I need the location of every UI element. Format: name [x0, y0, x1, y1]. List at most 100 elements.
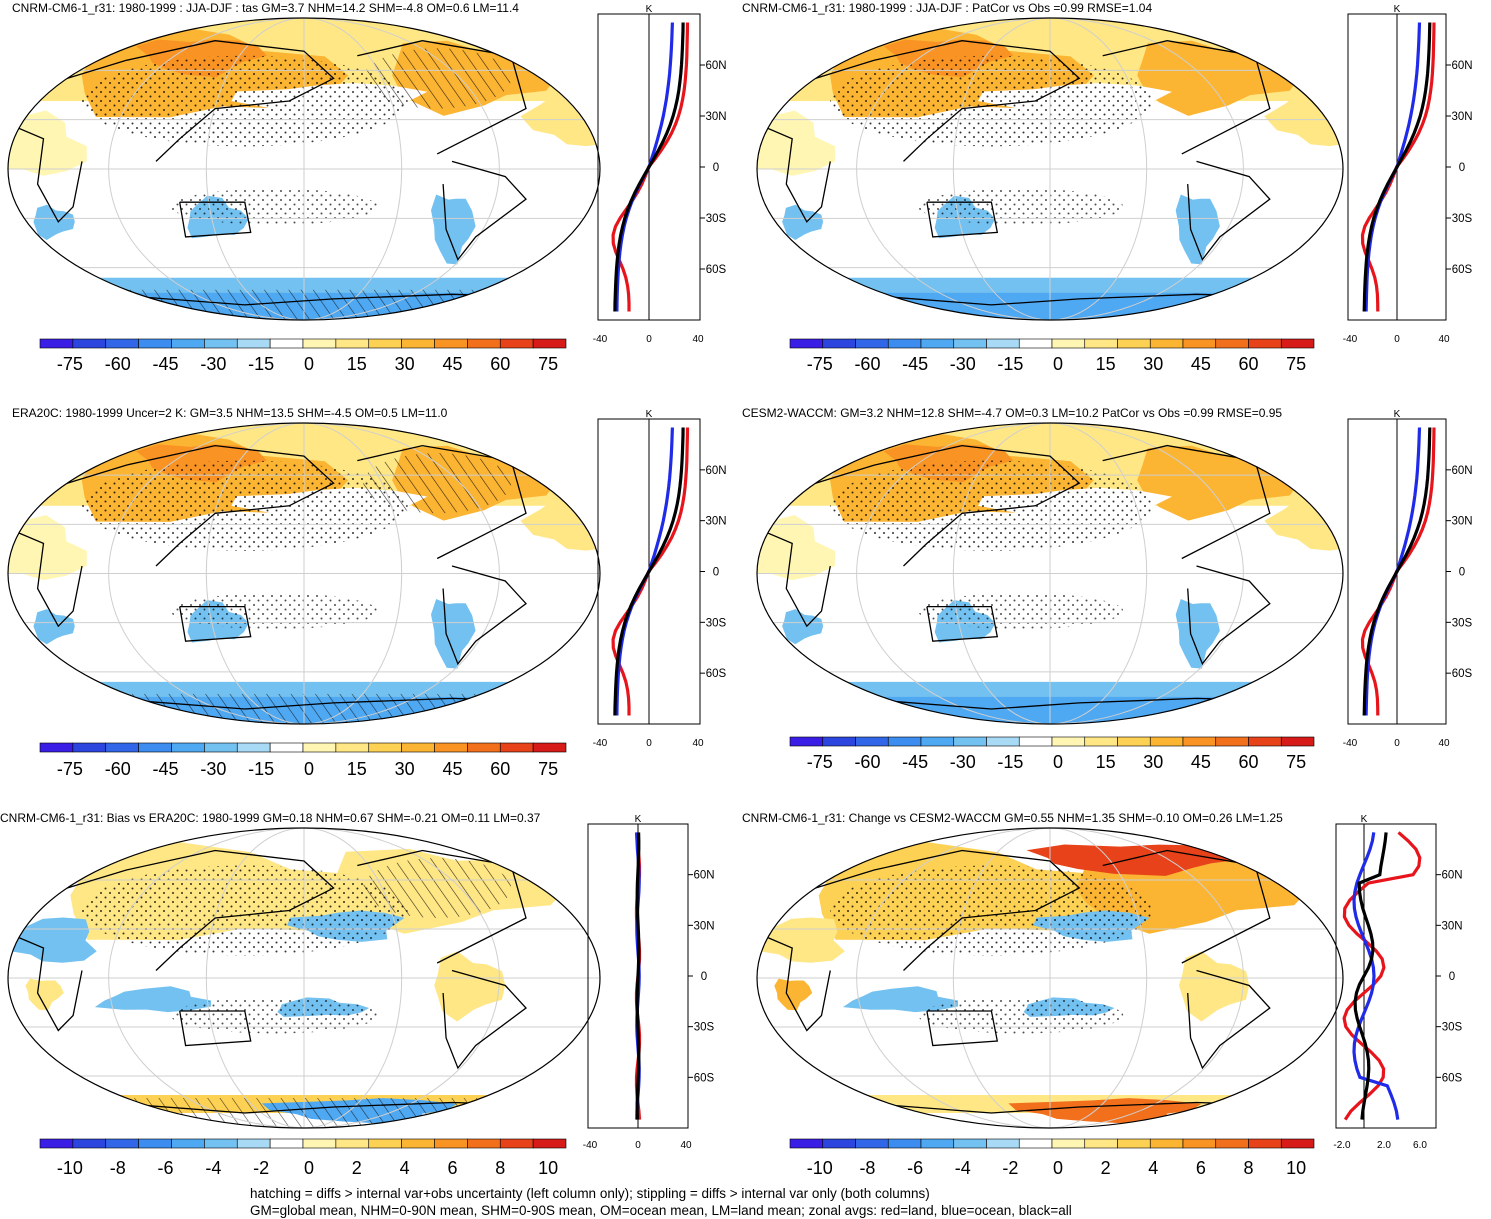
coast-eurasia: [8, 444, 335, 567]
panel-title: CNRM-CM6-1_r31: Bias vs ERA20C: 1980-199…: [0, 811, 541, 825]
colorbar-label: 30: [1143, 354, 1163, 374]
colorbar-label: 30: [395, 354, 415, 374]
colorbar-label: -2: [1002, 1158, 1018, 1178]
xtick-label: -40: [593, 738, 608, 749]
coast-namerica: [357, 849, 527, 964]
panel-p2: CNRM-CM6-1_r31: 1980-1999 : JJA-DJF : Pa…: [742, 1, 1473, 374]
africa-warm: [757, 515, 835, 581]
coast-eurasia: [8, 40, 335, 162]
all-zonal-line: [613, 427, 685, 716]
xtick-label: 40: [1438, 334, 1450, 345]
samerica-anom: [434, 951, 506, 1022]
colorbar-swatch: [1117, 338, 1151, 349]
colorbar-label: -60: [854, 354, 880, 374]
all-zonal-line: [1362, 427, 1432, 716]
zonal-unit-label: K: [1394, 409, 1401, 420]
colorbar-label: 10: [1286, 1158, 1306, 1178]
ytick-label: 30S: [1452, 213, 1473, 225]
ytick-label: 60N: [1441, 870, 1462, 882]
colorbar-label: 8: [1244, 1158, 1254, 1178]
coast-namerica: [357, 444, 527, 560]
footer-line-1: hatching = diffs > internal var+obs unce…: [250, 1186, 930, 1201]
colorbar-label: -4: [205, 1158, 221, 1178]
colorbar-swatch: [1215, 338, 1249, 349]
colorbar-swatch: [204, 338, 238, 349]
colorbar-swatch: [236, 742, 271, 753]
all-zonal-line: [1362, 22, 1432, 312]
stippling-sh: [170, 188, 378, 225]
xtick-label: 40: [680, 1140, 692, 1151]
ytick-label: 60S: [1452, 264, 1473, 276]
colorbar-swatch: [986, 736, 1020, 747]
colorbar: -75 -60 -45 -30 -15 0 15 30 45 60 75: [789, 736, 1315, 772]
colorbar-swatch: [1084, 736, 1118, 747]
colorbar-swatch: [1280, 338, 1315, 349]
xtick-label: -40: [583, 1140, 598, 1151]
colorbar-swatch: [105, 338, 139, 349]
colorbar-swatch: [532, 1138, 567, 1149]
coast-namerica: [1102, 40, 1271, 155]
ytick-label: 30N: [705, 111, 726, 123]
coast-namerica: [357, 40, 527, 155]
map-outline: [7, 827, 601, 1129]
indian-cool: [843, 986, 958, 1013]
ytick-label: 0: [713, 567, 719, 579]
colorbar-swatch: [39, 742, 74, 753]
colorbar-label: 60: [1239, 354, 1259, 374]
colorbar-label: -30: [200, 354, 226, 374]
colorbar-swatch: [1248, 338, 1282, 349]
samerica-anom: [1178, 951, 1250, 1022]
zonal-unit-label: K: [646, 409, 653, 420]
xtick-label: 40: [1438, 738, 1450, 749]
panel-title: CNRM-CM6-1_r31: 1980-1999 : JJA-DJF : ta…: [12, 1, 519, 15]
colorbar-label: 2: [1101, 1158, 1111, 1178]
colorbar-label: 75: [538, 759, 558, 779]
ytick-label: 60N: [1451, 465, 1472, 477]
coast-africa: [757, 123, 831, 223]
map-outline: [756, 827, 1344, 1129]
colorbar-label: -15: [248, 354, 274, 374]
xtick-label: -40: [1343, 738, 1358, 749]
colorbar-label: 6: [1196, 1158, 1206, 1178]
ytick-label: 0: [1459, 162, 1465, 174]
colorbar-swatch: [499, 338, 534, 349]
africa-anom: [25, 978, 64, 1011]
colorbar-swatch: [302, 742, 337, 753]
map-field: [757, 18, 1343, 320]
colorbar-label: 0: [304, 354, 314, 374]
ocean-zonal-line: [615, 22, 674, 312]
samerica-cool: [1175, 194, 1220, 265]
colorbar-swatch: [434, 1138, 468, 1149]
colorbar-swatch: [105, 742, 139, 753]
ytick-label: 60N: [705, 60, 726, 72]
colorbar-swatch: [467, 1138, 501, 1149]
colorbar-swatch: [1182, 338, 1217, 349]
coast-africa: [8, 932, 83, 1032]
map-field: [8, 828, 600, 1128]
colorbar-swatch: [1215, 1138, 1249, 1149]
colorbar-swatch: [1280, 1138, 1315, 1149]
graticule: [757, 828, 1343, 1128]
colorbar-swatch: [72, 338, 107, 349]
colorbar-swatch: [1215, 736, 1249, 747]
ytick-label: 60S: [706, 668, 727, 680]
coast-samerica: [1187, 969, 1271, 1070]
colorbar-swatch: [920, 338, 955, 349]
colorbar-swatch: [822, 736, 856, 747]
ytick-label: 30N: [1441, 920, 1462, 932]
colorbar-swatch: [171, 1138, 205, 1149]
ytick-label: 60S: [694, 1072, 715, 1084]
ytick-label: 30N: [1451, 516, 1472, 528]
stippling-sh: [918, 997, 1124, 1034]
coast-samerica: [1187, 565, 1271, 666]
colorbar-swatch: [138, 742, 172, 753]
ytick-label: 60N: [1451, 60, 1472, 72]
colorbar-swatch: [855, 736, 889, 747]
xtick-label: 0: [635, 1140, 641, 1151]
safrica-cool: [782, 609, 824, 645]
safrica-cool: [33, 204, 75, 240]
colorbar-swatch: [920, 1138, 955, 1149]
colorbar-label: 60: [490, 354, 510, 374]
colorbar-label: -15: [248, 759, 274, 779]
africa-warm: [757, 110, 835, 176]
